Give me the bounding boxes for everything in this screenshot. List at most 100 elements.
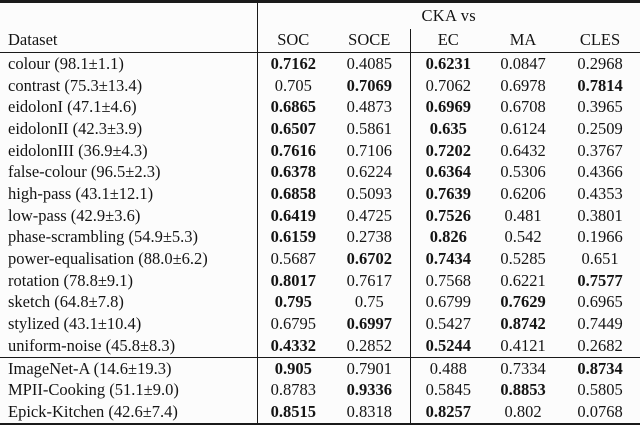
table-row: MPII-Cooking (51.1±9.0) 0.8783 0.9336 0.584…	[0, 379, 640, 402]
value-cell: 0.8742	[500, 314, 546, 334]
dataset-cell: eidolonIII (36.9±4.3)	[0, 139, 258, 162]
value-cell: 0.795	[274, 292, 312, 312]
value-cell: 0.4873	[346, 97, 392, 117]
value-cell: 0.4121	[500, 335, 546, 355]
value-cell: 0.6159	[270, 227, 316, 247]
value-cell: 0.7526	[409, 204, 486, 227]
value-cell: 0.2968	[577, 53, 623, 73]
value-cell: 0.0768	[577, 402, 623, 422]
value-cell: 0.1966	[577, 227, 623, 247]
column-header-ec: EC	[409, 28, 486, 53]
table-row: low-pass (42.9±3.6) 0.6419 0.4725 0.7526 0.4…	[0, 204, 640, 227]
span-header-spacer	[0, 1, 258, 29]
dataset-cell: colour (98.1±1.1)	[0, 52, 258, 75]
value-cell: 0.8853	[500, 380, 546, 400]
span-header-cka-vs: CKA vs	[421, 5, 477, 25]
value-cell: 0.4353	[577, 184, 623, 204]
value-cell: 0.9336	[346, 380, 392, 400]
column-header-row: Dataset SOC SOCE EC MA CLES	[0, 28, 640, 53]
dataset-cell: ImageNet-A (14.6±19.3)	[0, 356, 258, 380]
value-cell: 0.6965	[577, 292, 623, 312]
value-cell: 0.8515	[270, 402, 316, 422]
value-cell: 0.705	[274, 75, 312, 95]
dataset-cell: low-pass (42.9±3.6)	[0, 204, 258, 227]
span-header-row: CKA vs	[0, 1, 640, 29]
value-cell: 0.6221	[500, 270, 546, 290]
value-cell: 0.488	[409, 356, 486, 380]
dataset-cell: eidolonI (47.1±4.6)	[0, 96, 258, 119]
value-cell: 0.7639	[409, 183, 486, 205]
table-row: power-equalisation (88.0±6.2) 0.5687 0.670…	[0, 248, 640, 270]
value-cell: 0.3801	[577, 205, 623, 225]
value-cell: 0.6702	[346, 249, 392, 269]
table-row: eidolonIII (36.9±4.3) 0.7616 0.7106 0.7202 0…	[0, 139, 640, 162]
value-cell: 0.905	[257, 356, 329, 380]
table-row: false-colour (96.5±2.3) 0.6378 0.6224 0.636…	[0, 161, 640, 184]
value-cell: 0.7617	[346, 270, 392, 290]
value-cell: 0.4725	[346, 205, 392, 225]
value-cell: 0.6231	[409, 52, 486, 75]
value-cell: 0.7449	[577, 314, 623, 334]
value-cell: 0.4085	[346, 53, 392, 73]
value-cell: 0.802	[504, 402, 542, 422]
value-cell: 0.5244	[409, 334, 486, 358]
value-cell: 0.5845	[409, 379, 486, 402]
value-cell: 0.7629	[500, 292, 546, 312]
column-header-soc: SOC	[257, 28, 329, 53]
value-cell: 0.75	[354, 292, 384, 312]
value-cell: 0.3767	[577, 140, 623, 160]
value-cell: 0.8257	[409, 401, 486, 424]
value-cell: 0.7434	[409, 248, 486, 270]
table-body-ood: ImageNet-A (14.6±19.3) 0.905 0.7901 0.488 0.…	[0, 356, 640, 424]
value-cell: 0.5805	[577, 380, 623, 400]
value-cell: 0.8318	[346, 402, 392, 422]
value-cell: 0.7062	[409, 74, 486, 97]
value-cell: 0.7814	[577, 75, 623, 95]
value-cell: 0.2682	[577, 335, 623, 355]
value-cell: 0.7577	[577, 270, 623, 290]
value-cell: 0.7616	[270, 140, 316, 160]
table-row: uniform-noise (45.8±8.3) 0.4332 0.2852 0.52…	[0, 334, 640, 358]
table-row: contrast (75.3±13.4) 0.705 0.7069 0.7062 0.6…	[0, 74, 640, 97]
value-cell: 0.8734	[560, 356, 640, 380]
value-cell: 0.4366	[577, 162, 623, 182]
value-cell: 0.6978	[500, 75, 546, 95]
table-row: Epick-Kitchen (42.6±7.4) 0.8515 0.8318 0.82…	[0, 401, 640, 424]
value-cell: 0.826	[409, 226, 486, 249]
column-header-cles: CLES	[560, 28, 640, 53]
value-cell: 0.6378	[270, 162, 316, 182]
value-cell: 0.4332	[270, 335, 316, 355]
table-body-main: colour (98.1±1.1) 0.7162 0.4085 0.6231 0.084…	[0, 52, 640, 358]
value-cell: 0.5427	[409, 313, 486, 335]
value-cell: 0.6224	[346, 162, 392, 182]
table-row: rotation (78.8±9.1) 0.8017 0.7617 0.7568 0.6…	[0, 269, 640, 292]
value-cell: 0.6432	[500, 140, 546, 160]
value-cell: 0.7202	[409, 139, 486, 162]
table-row: ImageNet-A (14.6±19.3) 0.905 0.7901 0.488 0.…	[0, 356, 640, 380]
value-cell: 0.7106	[346, 140, 392, 160]
value-cell: 0.6419	[270, 205, 316, 225]
dataset-cell: contrast (75.3±13.4)	[0, 74, 258, 97]
dataset-cell: high-pass (43.1±12.1)	[0, 183, 258, 205]
value-cell: 0.3965	[577, 97, 623, 117]
table-row: eidolonI (47.1±4.6) 0.6865 0.4873 0.6969 0.6…	[0, 96, 640, 119]
value-cell: 0.481	[504, 205, 542, 225]
table-row: sketch (64.8±7.8) 0.795 0.75 0.6799 0.7629 0.…	[0, 291, 640, 314]
dataset-cell: Epick-Kitchen (42.6±7.4)	[0, 401, 258, 424]
value-cell: 0.8783	[270, 380, 316, 400]
value-cell: 0.5093	[346, 184, 392, 204]
value-cell: 0.6858	[270, 184, 316, 204]
table-row: eidolonII (42.3±3.9) 0.6507 0.5861 0.635 0.6…	[0, 118, 640, 140]
value-cell: 0.0847	[500, 53, 546, 73]
value-cell: 0.7162	[270, 53, 316, 73]
value-cell: 0.6206	[500, 184, 546, 204]
dataset-cell: power-equalisation (88.0±6.2)	[0, 248, 258, 270]
dataset-cell: stylized (43.1±10.4)	[0, 313, 258, 335]
value-cell: 0.7334	[486, 356, 560, 380]
table-row: colour (98.1±1.1) 0.7162 0.4085 0.6231 0.084…	[0, 52, 640, 75]
value-cell: 0.651	[581, 249, 619, 269]
table-row: stylized (43.1±10.4) 0.6795 0.6997 0.5427 0.…	[0, 313, 640, 335]
dataset-cell: phase-scrambling (54.9±5.3)	[0, 226, 258, 249]
